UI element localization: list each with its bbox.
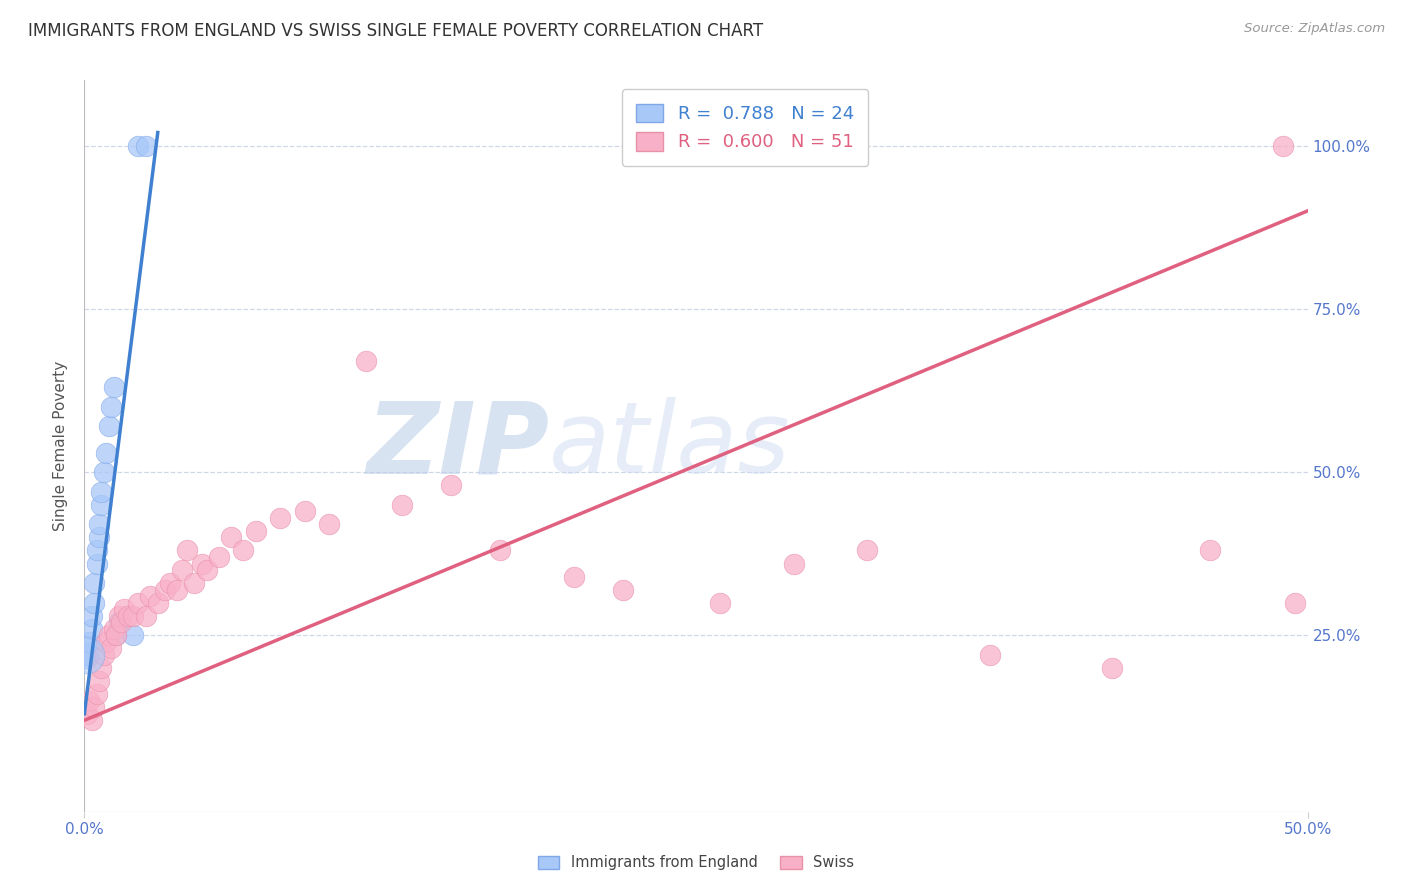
Point <box>107 608 129 623</box>
Point <box>77 635 100 649</box>
Point <box>87 530 110 544</box>
Point <box>90 661 112 675</box>
Point <box>318 517 340 532</box>
Point <box>183 576 205 591</box>
Point <box>269 511 291 525</box>
Point <box>105 628 128 642</box>
Point <box>87 517 110 532</box>
Legend: Immigrants from England, Swiss: Immigrants from England, Swiss <box>530 848 862 878</box>
Point <box>135 608 157 623</box>
Point <box>86 543 108 558</box>
Point <box>86 687 108 701</box>
Point <box>77 648 100 662</box>
Point <box>979 648 1001 662</box>
Point <box>76 651 98 665</box>
Point <box>191 557 214 571</box>
Point <box>127 138 149 153</box>
Point <box>107 615 129 630</box>
Point <box>153 582 176 597</box>
Point <box>562 569 585 583</box>
Point <box>90 484 112 499</box>
Point <box>122 628 145 642</box>
Point <box>783 557 806 571</box>
Point <box>219 530 242 544</box>
Point <box>93 465 115 479</box>
Point <box>75 648 97 662</box>
Point <box>103 622 125 636</box>
Point <box>80 608 103 623</box>
Point <box>139 589 162 603</box>
Point <box>105 628 128 642</box>
Text: IMMIGRANTS FROM ENGLAND VS SWISS SINGLE FEMALE POVERTY CORRELATION CHART: IMMIGRANTS FROM ENGLAND VS SWISS SINGLE … <box>28 22 763 40</box>
Point <box>146 596 169 610</box>
Point <box>122 608 145 623</box>
Point <box>391 498 413 512</box>
Point <box>1101 661 1123 675</box>
Point <box>1198 543 1220 558</box>
Point <box>96 445 118 459</box>
Point <box>103 380 125 394</box>
Point <box>195 563 218 577</box>
Point <box>80 714 103 728</box>
Point <box>709 596 731 610</box>
Point <box>166 582 188 597</box>
Point <box>232 543 254 558</box>
Point <box>83 576 105 591</box>
Point <box>172 563 194 577</box>
Point <box>117 608 139 623</box>
Point <box>76 706 98 721</box>
Point <box>100 641 122 656</box>
Point <box>354 354 377 368</box>
Point <box>440 478 463 492</box>
Y-axis label: Single Female Poverty: Single Female Poverty <box>53 361 69 531</box>
Point <box>110 615 132 630</box>
Text: ZIP: ZIP <box>366 398 550 494</box>
Point <box>97 419 120 434</box>
Point <box>83 700 105 714</box>
Point <box>112 602 135 616</box>
Point <box>77 694 100 708</box>
Point <box>612 582 634 597</box>
Text: atlas: atlas <box>550 398 790 494</box>
Point <box>83 596 105 610</box>
Point <box>93 648 115 662</box>
Point <box>489 543 512 558</box>
Text: Source: ZipAtlas.com: Source: ZipAtlas.com <box>1244 22 1385 36</box>
Point <box>90 498 112 512</box>
Point <box>245 524 267 538</box>
Point <box>1284 596 1306 610</box>
Point <box>76 645 98 659</box>
Point <box>86 557 108 571</box>
Point <box>80 622 103 636</box>
Point <box>135 138 157 153</box>
Point <box>97 628 120 642</box>
Point <box>159 576 181 591</box>
Point <box>176 543 198 558</box>
Point <box>208 549 231 564</box>
Point <box>87 674 110 689</box>
Point <box>856 543 879 558</box>
Point <box>1272 138 1295 153</box>
Point <box>100 400 122 414</box>
Point <box>96 635 118 649</box>
Point <box>127 596 149 610</box>
Point <box>294 504 316 518</box>
